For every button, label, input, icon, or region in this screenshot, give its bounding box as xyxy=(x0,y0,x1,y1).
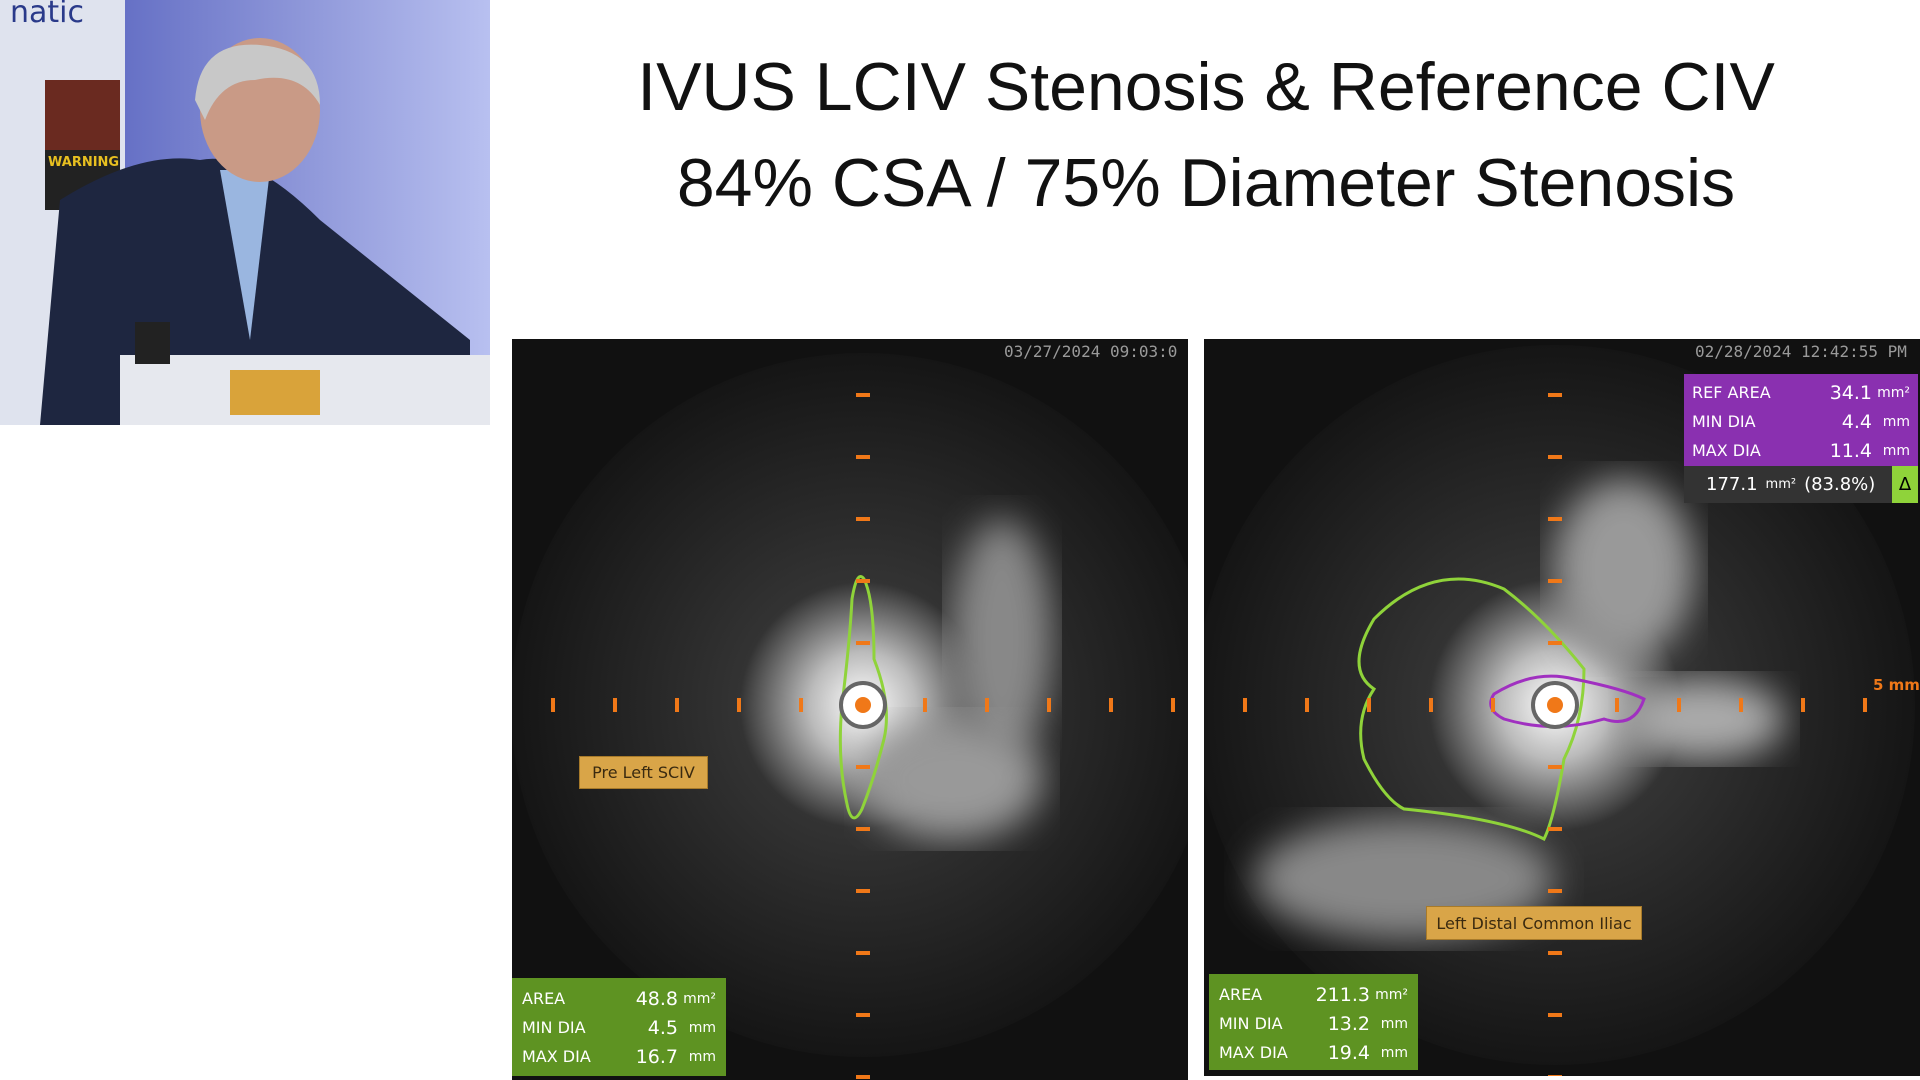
scale-dash xyxy=(799,698,803,712)
measure-row: MAX DIA 19.4 mm xyxy=(1219,1038,1408,1067)
measure-box: AREA 48.8 mm² MIN DIA 4.5 mm MAX DIA 16.7 mm xyxy=(512,978,726,1076)
scale-dash xyxy=(1367,698,1371,712)
reference-box: REF AREA 34.1 mm² MIN DIA 4.4 mm MAX DIA 11.4 mm xyxy=(1684,374,1918,466)
measure-box: AREA 211.3 mm² MIN DIA 13.2 mm MAX DIA 19.4 mm xyxy=(1209,974,1418,1070)
scale-dash xyxy=(1548,1075,1562,1076)
measure-name: MIN DIA xyxy=(1692,412,1756,431)
scale-dash xyxy=(923,698,927,712)
measure-name: MAX DIA xyxy=(1692,441,1761,460)
scale-dash xyxy=(1615,698,1619,712)
measure-unit: mm xyxy=(688,1048,716,1065)
slide-subtitle: 84% CSA / 75% Diameter Stenosis xyxy=(676,145,1736,221)
measure-value: 11.4 xyxy=(1829,439,1872,462)
measure-unit: mm² xyxy=(683,990,716,1007)
scale-dash xyxy=(1109,698,1113,712)
measure-value: 4.5 xyxy=(647,1016,678,1039)
measure-row: MIN DIA 4.4 mm xyxy=(1692,407,1910,436)
scale-dash xyxy=(1739,698,1743,712)
scale-dash xyxy=(1548,641,1562,645)
measure-name: MAX DIA xyxy=(1219,1043,1288,1062)
scale-dash xyxy=(856,827,870,831)
delta-row: 177.1 mm² (83.8%) xyxy=(1684,466,1892,503)
measure-value: 211.3 xyxy=(1315,983,1370,1006)
delta-unit: mm² xyxy=(1765,477,1797,492)
measure-unit: mm² xyxy=(1877,384,1910,401)
measure-value: 13.2 xyxy=(1327,1012,1370,1035)
scale-dash xyxy=(856,889,870,893)
delta-symbol: Δ xyxy=(1892,466,1918,503)
measure-name: REF AREA xyxy=(1692,383,1771,402)
scale-dash xyxy=(1243,698,1247,712)
measure-value: 48.8 xyxy=(635,987,678,1010)
measure-name: MIN DIA xyxy=(522,1018,586,1037)
timestamp: 03/27/2024 09:03:0 xyxy=(1004,342,1178,361)
scale-dash xyxy=(1548,889,1562,893)
location-label: Pre Left SCIV xyxy=(579,756,708,789)
scale-dash xyxy=(856,765,870,769)
scale-dash xyxy=(1677,698,1681,712)
measure-row: MAX DIA 11.4 mm xyxy=(1692,436,1910,465)
scale-dash xyxy=(1548,455,1562,459)
scale-dash xyxy=(856,1075,870,1079)
scale-dash xyxy=(675,698,679,712)
timestamp: 02/28/2024 12:42:55 PM xyxy=(1695,342,1907,361)
scale-dash xyxy=(1548,765,1562,769)
scale-dash xyxy=(1047,698,1051,712)
ivus-image-left xyxy=(512,339,1188,1080)
measure-unit: mm xyxy=(688,1019,716,1036)
location-label: Left Distal Common Iliac xyxy=(1426,906,1642,940)
measure-value: 34.1 xyxy=(1829,381,1872,404)
scale-dash xyxy=(1548,517,1562,521)
scale-dash xyxy=(551,698,555,712)
measure-unit: mm xyxy=(1380,1015,1408,1032)
measure-value: 19.4 xyxy=(1327,1041,1370,1064)
measure-name: MAX DIA xyxy=(522,1047,591,1066)
scale-dash xyxy=(1548,1013,1562,1017)
scale-dash xyxy=(856,393,870,397)
measure-row: AREA 211.3 mm² xyxy=(1219,980,1408,1009)
scale-dash xyxy=(1548,827,1562,831)
scale-dash xyxy=(856,951,870,955)
measure-row: REF AREA 34.1 mm² xyxy=(1692,378,1910,407)
scale-dash xyxy=(856,641,870,645)
ivus-image-right xyxy=(1204,339,1920,1076)
measure-row: MAX DIA 16.7 mm xyxy=(522,1042,716,1071)
measure-name: AREA xyxy=(522,989,566,1008)
speaker-video: natic WARNING xyxy=(0,0,490,425)
scale-dash xyxy=(1548,951,1562,955)
scale-dash xyxy=(985,698,989,712)
scale-dash xyxy=(1863,698,1867,712)
scale-dash xyxy=(1801,698,1805,712)
scale-dash xyxy=(1305,698,1309,712)
scale-dash xyxy=(856,579,870,583)
slide-title: IVUS LCIV Stenosis & Reference CIV xyxy=(637,49,1775,125)
delta-value: 177.1 xyxy=(1706,474,1758,495)
video-text: WARNING xyxy=(48,155,119,170)
measure-row: MIN DIA 13.2 mm xyxy=(1219,1009,1408,1038)
scale-dash xyxy=(1429,698,1433,712)
scale-dash xyxy=(613,698,617,712)
delta-percent: (83.8%) xyxy=(1804,474,1876,495)
scale-dash xyxy=(1548,393,1562,397)
measure-unit: mm xyxy=(1882,442,1910,459)
scale-dash xyxy=(856,517,870,521)
measure-row: MIN DIA 4.5 mm xyxy=(522,1013,716,1042)
scale-label: 5 mm xyxy=(1873,676,1920,694)
measure-value: 4.4 xyxy=(1841,410,1872,433)
scale-dash xyxy=(856,455,870,459)
measure-name: AREA xyxy=(1219,985,1263,1004)
scale-dash xyxy=(737,698,741,712)
measure-row: AREA 48.8 mm² xyxy=(522,984,716,1013)
scale-dash xyxy=(856,1013,870,1017)
measure-unit: mm² xyxy=(1375,986,1408,1003)
measure-name: MIN DIA xyxy=(1219,1014,1283,1033)
scale-dash xyxy=(1548,579,1562,583)
video-text: natic xyxy=(10,0,84,30)
measure-unit: mm xyxy=(1882,413,1910,430)
measure-value: 16.7 xyxy=(635,1045,678,1068)
measure-unit: mm xyxy=(1380,1044,1408,1061)
scale-dash xyxy=(1171,698,1175,712)
scale-dash xyxy=(1491,698,1495,712)
